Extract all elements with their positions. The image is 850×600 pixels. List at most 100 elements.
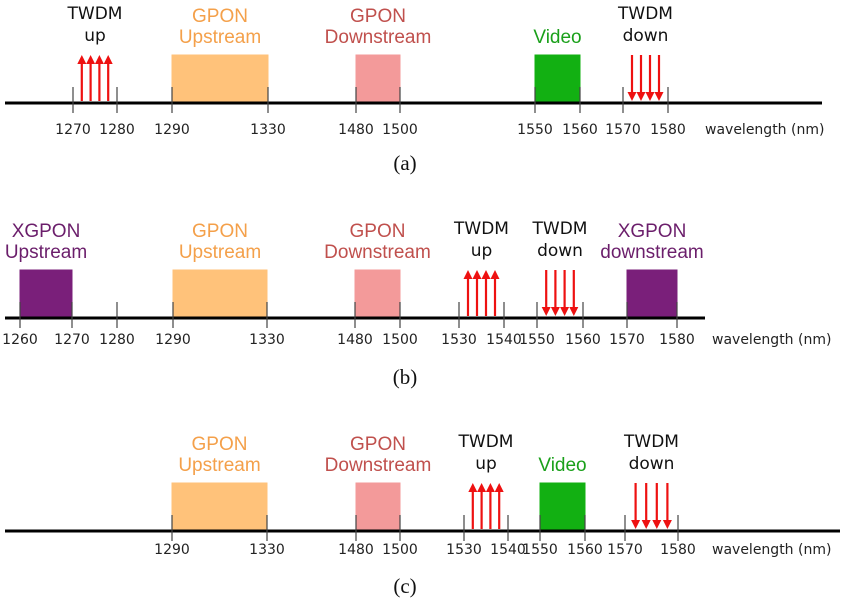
tick-label: 1330: [249, 332, 285, 348]
gpon-up-band: [171, 482, 268, 532]
gpon-down-band: [354, 269, 401, 319]
gpon-up-label-line-0: GPON: [192, 221, 248, 242]
panel-b: XGPONUpstreamGPONUpstreamGPONDownstreamX…: [2, 219, 831, 389]
tick-label: 1500: [382, 332, 418, 348]
gpon-up-label-line-0: GPON: [192, 434, 248, 455]
tick-label: 1570: [605, 122, 641, 138]
tick-label: 1560: [565, 332, 601, 348]
twdm-down-arrow-head: [641, 520, 651, 529]
tick-label: 1540: [486, 332, 522, 348]
twdm-down-label-line-0: TWDM: [532, 219, 588, 239]
twdm-up-arrow-head: [481, 270, 491, 279]
twdm-down-arrow-head: [541, 307, 551, 316]
twdm-up-label-line-1: up: [471, 241, 493, 261]
twdm-down-arrow-head: [652, 520, 662, 529]
axis-unit-label: wavelength (nm): [712, 542, 831, 558]
gpon-down-label-line-0: GPON: [350, 221, 406, 242]
tick-label: 1290: [154, 542, 190, 558]
tick-label: 1570: [607, 542, 643, 558]
twdm-up-arrow-head: [477, 483, 487, 492]
gpon-down-band: [355, 482, 401, 532]
gpon-down-label-line-1: Downstream: [324, 242, 431, 263]
twdm-up-arrow-head: [463, 270, 473, 279]
gpon-down-label-line-0: GPON: [350, 434, 406, 455]
gpon-up-label-line-1: Upstream: [179, 242, 261, 263]
xgpon-up-label-line-1: Upstream: [5, 242, 87, 263]
gpon-down-band: [355, 54, 401, 104]
twdm-up-arrow-head: [494, 483, 504, 492]
twdm-down-arrow-head: [631, 520, 641, 529]
gpon-up-label-line-0: GPON: [192, 6, 248, 27]
tick-label: 1530: [441, 332, 477, 348]
tick-label: 1290: [155, 332, 191, 348]
twdm-down-label-line-0: TWDM: [623, 432, 679, 452]
tick-label: 1280: [99, 122, 135, 138]
tick-label: 1480: [338, 122, 374, 138]
twdm-down-arrow-head: [636, 92, 646, 101]
tick-label: 1550: [519, 332, 555, 348]
twdm-down-arrow-group: [541, 270, 579, 316]
panel-caption: (c): [393, 574, 416, 598]
twdm-up-arrow-head: [490, 270, 500, 279]
video-band: [539, 482, 586, 532]
twdm-down-label-line-1: down: [623, 26, 669, 46]
xgpon-up-band: [19, 269, 73, 319]
video-label-line-0: Video: [538, 455, 586, 476]
tick-label: 1270: [55, 122, 91, 138]
twdm-down-arrow-head: [627, 92, 637, 101]
video-label-line-0: Video: [533, 27, 581, 48]
twdm-up-arrow-head: [77, 55, 87, 64]
tick-label: 1560: [567, 542, 603, 558]
twdm-up-label-line-0: TWDM: [453, 219, 509, 239]
tick-label: 1580: [659, 332, 695, 348]
tick-label: 1290: [154, 122, 190, 138]
gpon-up-band: [172, 269, 268, 319]
axis-unit-label: wavelength (nm): [712, 332, 831, 348]
gpon-down-label-line-1: Downstream: [325, 455, 432, 476]
twdm-up-arrow-head: [485, 483, 495, 492]
tick-label: 1550: [522, 542, 558, 558]
twdm-down-arrow-group: [627, 55, 664, 101]
gpon-down-label-line-1: Downstream: [325, 27, 432, 48]
tick-label: 1480: [338, 542, 374, 558]
gpon-up-band: [171, 54, 269, 104]
panel-caption: (b): [393, 365, 418, 389]
tick-label: 1330: [249, 542, 285, 558]
tick-label: 1540: [490, 542, 526, 558]
tick-label: 1330: [250, 122, 286, 138]
tick-label: 1560: [562, 122, 598, 138]
twdm-down-arrow-head: [550, 307, 560, 316]
twdm-up-arrow-head: [103, 55, 113, 64]
axis-unit-label: wavelength (nm): [705, 122, 824, 138]
twdm-up-arrow-group: [463, 270, 500, 316]
tick-label: 1570: [609, 332, 645, 348]
twdm-up-arrow-group: [468, 483, 504, 529]
twdm-up-arrow-head: [86, 55, 96, 64]
tick-label: 1580: [660, 542, 696, 558]
gpon-up-label-line-1: Upstream: [178, 455, 260, 476]
xgpon-down-label-line-0: XGPON: [618, 221, 687, 242]
twdm-down-arrow-group: [631, 483, 672, 529]
twdm-down-arrow-head: [645, 92, 655, 101]
twdm-down-arrow-head: [654, 92, 664, 101]
tick-label: 1500: [382, 122, 418, 138]
twdm-up-arrow-head: [472, 270, 482, 279]
tick-label: 1580: [650, 122, 686, 138]
tick-label: 1270: [54, 332, 90, 348]
twdm-down-arrow-head: [560, 307, 570, 316]
xgpon-down-label-line-1: downstream: [600, 242, 704, 263]
twdm-up-label-line-0: TWDM: [458, 432, 514, 452]
tick-label: 1260: [2, 332, 38, 348]
twdm-up-label-line-1: up: [475, 454, 497, 474]
twdm-up-label-line-1: up: [84, 26, 106, 46]
xgpon-up-label-line-0: XGPON: [12, 221, 81, 242]
tick-label: 1550: [517, 122, 553, 138]
tick-label: 1500: [382, 542, 418, 558]
twdm-up-arrow-group: [77, 55, 113, 101]
twdm-down-arrow-head: [569, 307, 579, 316]
twdm-down-arrow-head: [662, 520, 672, 529]
twdm-down-label-line-1: down: [629, 454, 675, 474]
